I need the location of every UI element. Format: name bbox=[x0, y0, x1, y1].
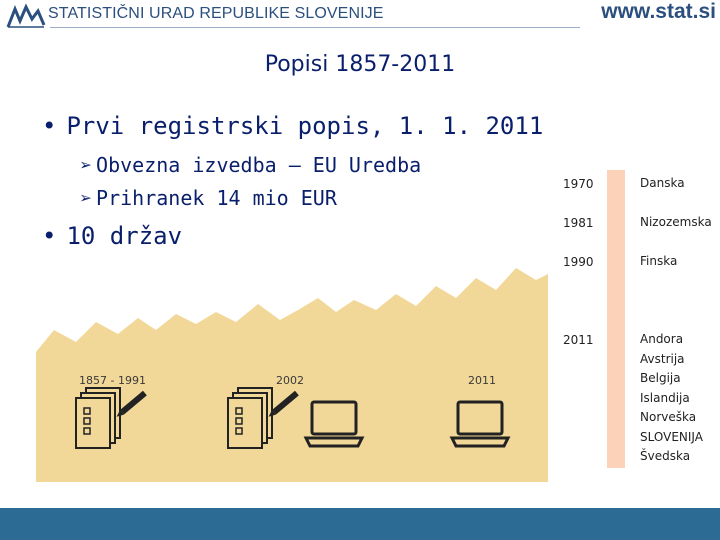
organization-name: STATISTIČNI URAD REPUBLIKE SLOVENIJE bbox=[48, 5, 384, 22]
bullet-first-register-census: • Prvi registrski popis, 1. 1. 2011 bbox=[42, 112, 544, 140]
laptop-icon bbox=[449, 400, 511, 448]
timeline-country: Andora bbox=[640, 332, 684, 346]
header-divider bbox=[50, 27, 580, 28]
laptop-icon bbox=[303, 400, 365, 448]
sub-bullet-text: Prihranek 14 mio EUR bbox=[96, 186, 337, 210]
census-methods-illustration: 1857 - 1991 2002 2011 bbox=[36, 260, 548, 482]
timeline-country: Finska bbox=[640, 254, 678, 268]
timeline-country: SLOVENIJA bbox=[640, 429, 703, 444]
timeline-country: Nizozemska bbox=[640, 215, 712, 229]
era-label-1857-1991: 1857 - 1991 bbox=[79, 374, 146, 387]
illustration-graphic bbox=[36, 268, 548, 482]
timeline-strip bbox=[607, 170, 625, 468]
timeline-year: 1990 bbox=[563, 255, 594, 269]
bullet-text: 10 držav bbox=[66, 222, 183, 250]
pen-icon bbox=[268, 390, 299, 417]
timeline-country: Avstrija bbox=[640, 351, 685, 366]
timeline-year: 1981 bbox=[563, 216, 594, 230]
timeline-year: 2011 bbox=[563, 333, 594, 347]
sub-bullet-eu-regulation: ➢ Obvezna izvedba – EU Uredba bbox=[80, 153, 421, 177]
bullet-countries: • 10 držav bbox=[42, 222, 183, 250]
paper-forms-icon bbox=[75, 387, 121, 449]
timeline-country: Norveška bbox=[640, 410, 697, 424]
timeline-country-list: Andora Avstrija Belgija Islandija Norveš… bbox=[640, 330, 703, 467]
timeline-country: Islandija bbox=[640, 390, 690, 405]
sursi-logo-icon bbox=[6, 3, 46, 28]
timeline-country: Švedska bbox=[640, 449, 691, 463]
timeline-year: 1970 bbox=[563, 177, 594, 191]
timeline-country: Belgija bbox=[640, 371, 681, 385]
era-label-2011: 2011 bbox=[468, 374, 496, 387]
pen-icon bbox=[116, 390, 147, 417]
footer-bar bbox=[0, 508, 720, 540]
header: STATISTIČNI URAD REPUBLIKE SLOVENIJE www… bbox=[0, 0, 720, 36]
timeline-country: Danska bbox=[640, 176, 685, 190]
sub-bullet-text: Obvezna izvedba – EU Uredba bbox=[96, 153, 422, 177]
paper-forms-icon bbox=[227, 387, 273, 449]
illustration-background bbox=[36, 268, 548, 482]
bullet-text: Prvi registrski popis, 1. 1. 2011 bbox=[66, 112, 544, 140]
website-link[interactable]: www.stat.si bbox=[601, 0, 716, 23]
arrow-bullet-icon: ➢ bbox=[80, 153, 93, 177]
arrow-bullet-icon: ➢ bbox=[80, 186, 93, 210]
era-label-2002: 2002 bbox=[276, 374, 304, 387]
slide-title: Popisi 1857-2011 bbox=[264, 52, 456, 77]
sub-bullet-savings: ➢ Prihranek 14 mio EUR bbox=[80, 186, 337, 210]
